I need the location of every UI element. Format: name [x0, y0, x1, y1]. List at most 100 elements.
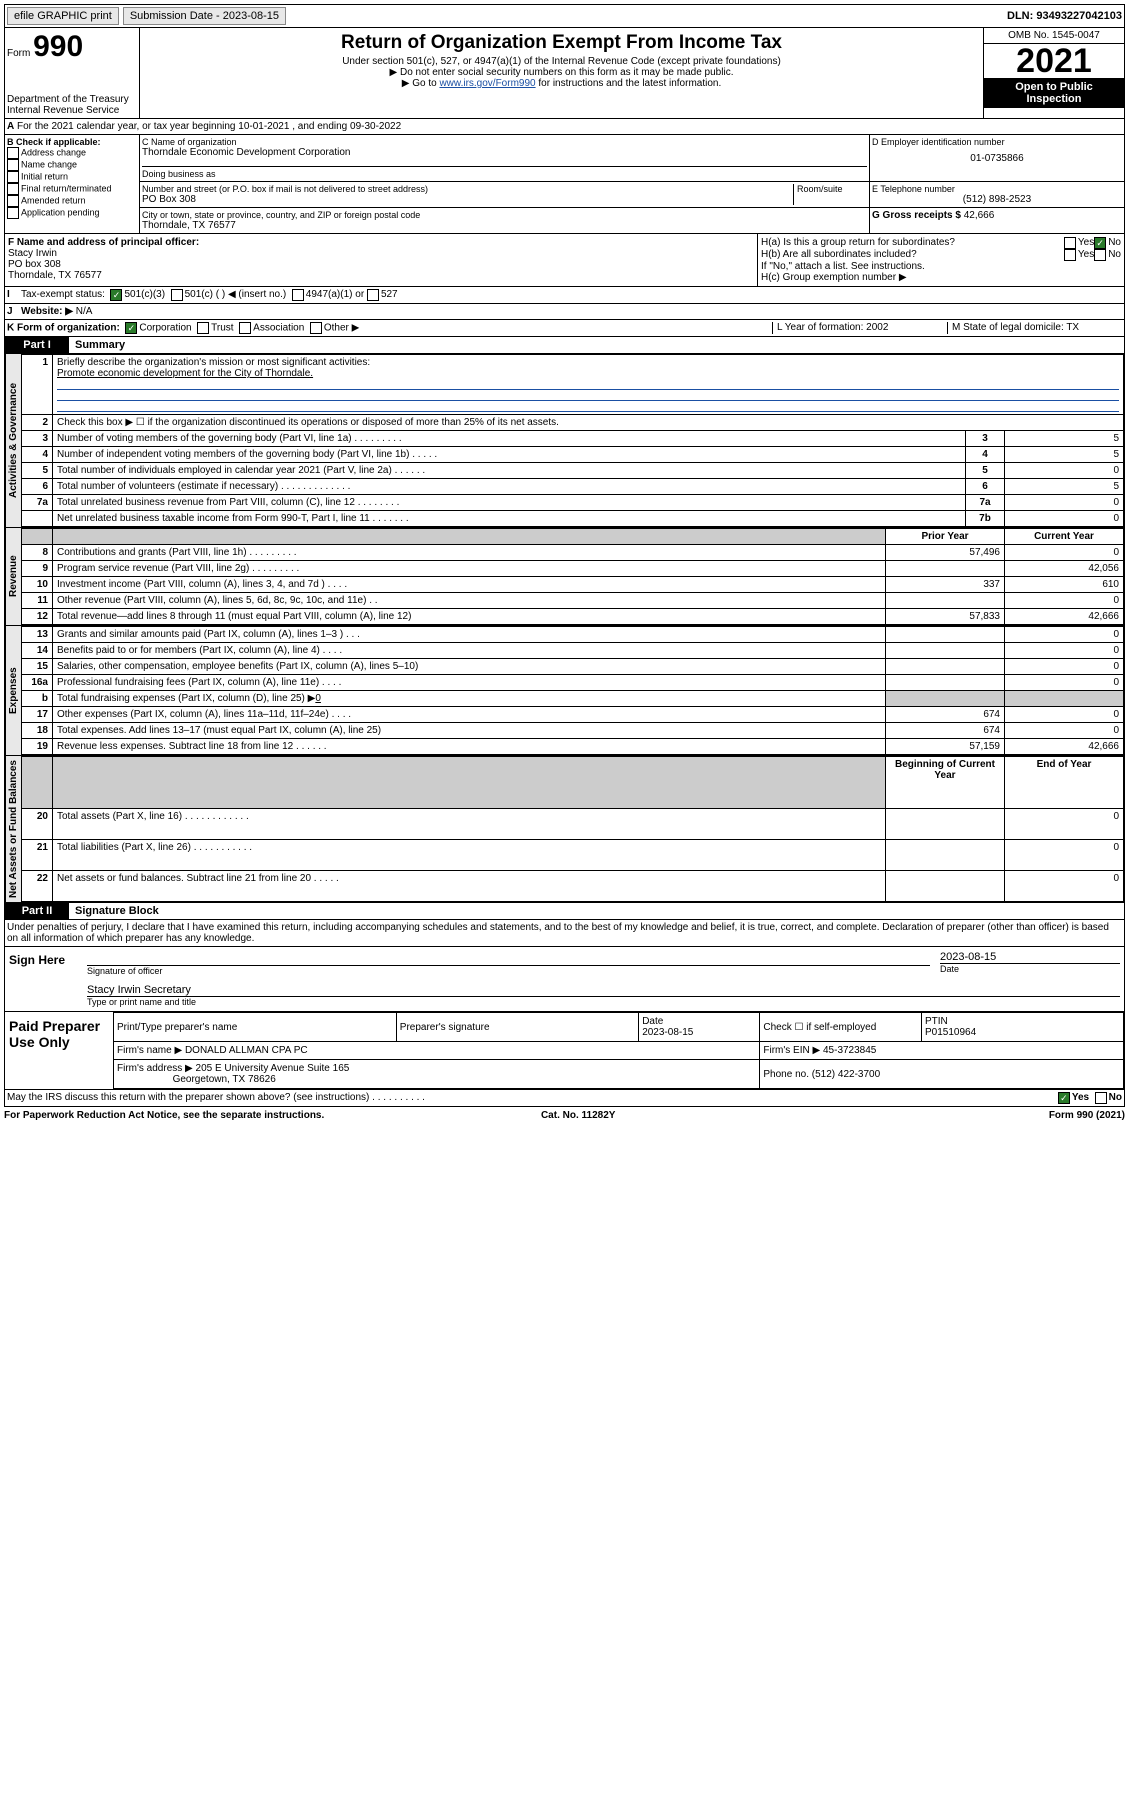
g-label: G Gross receipts $	[872, 210, 961, 221]
p21	[886, 840, 1005, 871]
j-label: J	[7, 306, 21, 317]
cb-assoc[interactable]	[239, 322, 251, 334]
part1-title: Summary	[69, 337, 131, 353]
irs-discuss-q: May the IRS discuss this return with the…	[7, 1092, 1058, 1104]
open-public: Open to Public Inspection	[984, 78, 1124, 108]
p18: 674	[886, 723, 1005, 739]
opt-501c: 501(c) ( ) ◀ (insert no.)	[185, 289, 287, 301]
city-label: City or town, state or province, country…	[142, 210, 867, 220]
line-k: K Form of organization: Corporation Trus…	[4, 320, 1125, 337]
lbl-final-return: Final return/terminated	[21, 183, 112, 193]
cb-hb-no[interactable]	[1094, 249, 1106, 261]
summary-table-gov: 1 Briefly describe the organization's mi…	[21, 354, 1124, 527]
header-sub3: ▶ Go to www.irs.gov/Form990 for instruct…	[142, 78, 981, 89]
opt-501c3: 501(c)(3)	[124, 289, 165, 301]
line-a-text: For the 2021 calendar year, or tax year …	[17, 121, 401, 132]
cb-corp[interactable]	[125, 322, 137, 334]
form-number: 990	[33, 30, 83, 63]
sig-date-label: Date	[940, 963, 1120, 974]
lbl-name-change: Name change	[21, 159, 77, 169]
c12: 42,666	[1005, 609, 1124, 625]
hdr-prior: Prior Year	[886, 529, 1005, 545]
org-name: Thorndale Economic Development Corporati…	[142, 147, 867, 158]
prep-h2: Preparer's signature	[396, 1013, 638, 1042]
hc-label: H(c) Group exemption number ▶	[761, 272, 1121, 283]
summary-table-exp: 13Grants and similar amounts paid (Part …	[21, 626, 1124, 755]
l4-text: Number of independent voting members of …	[53, 447, 966, 463]
cb-hb-yes[interactable]	[1064, 249, 1076, 261]
cb-4947[interactable]	[292, 289, 304, 301]
c15: 0	[1005, 659, 1124, 675]
k-label: K Form of organization:	[7, 323, 120, 334]
cb-other[interactable]	[310, 322, 322, 334]
v6: 5	[1005, 479, 1124, 495]
room-label: Room/suite	[793, 184, 867, 205]
opt-corp: Corporation	[139, 323, 191, 334]
cb-527[interactable]	[367, 289, 379, 301]
hdr-cur: Current Year	[1005, 529, 1124, 545]
p11	[886, 593, 1005, 609]
cat-no: Cat. No. 11282Y	[541, 1110, 615, 1121]
p14	[886, 643, 1005, 659]
cb-trust[interactable]	[197, 322, 209, 334]
discuss-no: No	[1109, 1092, 1122, 1104]
hb-note: If "No," attach a list. See instructions…	[761, 261, 1121, 272]
sign-here-label: Sign Here	[5, 947, 83, 1011]
netassets-block: Net Assets or Fund Balances Beginning of…	[4, 756, 1125, 903]
entity-block: B Check if applicable: Address change Na…	[4, 135, 1125, 234]
summary-table-rev: Prior YearCurrent Year 8Contributions an…	[21, 528, 1124, 625]
revenue-block: Revenue Prior YearCurrent Year 8Contribu…	[4, 528, 1125, 626]
dba-label: Doing business as	[142, 166, 867, 179]
box-c-mid: C Name of organization Thorndale Economi…	[140, 135, 1124, 233]
l7b-text: Net unrelated business taxable income fr…	[53, 511, 966, 527]
i-text: Tax-exempt status:	[21, 289, 105, 301]
street-label: Number and street (or P.O. box if mail i…	[142, 184, 793, 194]
ha-no: No	[1108, 237, 1121, 249]
officer-row: F Name and address of principal officer:…	[4, 234, 1125, 287]
hb-label: H(b) Are all subordinates included?	[761, 249, 1064, 261]
cb-final-return[interactable]	[7, 183, 19, 195]
l18: Total expenses. Add lines 13–17 (must eq…	[53, 723, 886, 739]
l1-value: Promote economic development for the Cit…	[57, 368, 313, 379]
cb-ha-yes[interactable]	[1064, 237, 1076, 249]
line-i: I Tax-exempt status: 501(c)(3) 501(c) ( …	[4, 287, 1125, 304]
form-title: Return of Organization Exempt From Incom…	[142, 32, 981, 54]
ha-yes: Yes	[1078, 237, 1094, 249]
prep-h4: Check ☐ if self-employed	[760, 1013, 922, 1042]
side-expenses: Expenses	[5, 626, 21, 755]
firm-addr2: Georgetown, TX 78626	[173, 1074, 276, 1085]
cb-ha-no[interactable]	[1094, 237, 1106, 249]
cb-name-change[interactable]	[7, 159, 19, 171]
c9: 42,056	[1005, 561, 1124, 577]
gross-receipts: 42,666	[964, 210, 995, 221]
p20	[886, 809, 1005, 840]
cb-pending[interactable]	[7, 207, 19, 219]
part2-header: Part II Signature Block	[4, 903, 1125, 920]
hdr-end: End of Year	[1005, 757, 1124, 809]
p12: 57,833	[886, 609, 1005, 625]
lbl-amended: Amended return	[21, 195, 86, 205]
line-j: J Website: ▶ N/A	[4, 304, 1125, 320]
c18: 0	[1005, 723, 1124, 739]
cb-discuss-yes[interactable]	[1058, 1092, 1070, 1104]
ptin-label: PTIN	[925, 1016, 948, 1027]
cb-initial-return[interactable]	[7, 171, 19, 183]
phone: (512) 898-2523	[872, 194, 1122, 205]
prep-h1: Print/Type preparer's name	[114, 1013, 397, 1042]
firm-ein: 45-3723845	[823, 1045, 876, 1056]
box-b-title: B Check if applicable:	[7, 137, 101, 147]
form990-link[interactable]: www.irs.gov/Form990	[439, 78, 535, 89]
d-label: D Employer identification number	[872, 137, 1122, 147]
l15: Salaries, other compensation, employee b…	[53, 659, 886, 675]
cb-address-change[interactable]	[7, 147, 19, 159]
cb-501c3[interactable]	[110, 289, 122, 301]
cb-discuss-no[interactable]	[1095, 1092, 1107, 1104]
lbl-initial-return: Initial return	[21, 171, 68, 181]
cb-amended[interactable]	[7, 195, 19, 207]
l8: Contributions and grants (Part VIII, lin…	[53, 545, 886, 561]
cb-501c[interactable]	[171, 289, 183, 301]
p22	[886, 871, 1005, 902]
form-ref: Form 990 (2021)	[1049, 1110, 1125, 1121]
p9	[886, 561, 1005, 577]
hb-no: No	[1108, 249, 1121, 261]
